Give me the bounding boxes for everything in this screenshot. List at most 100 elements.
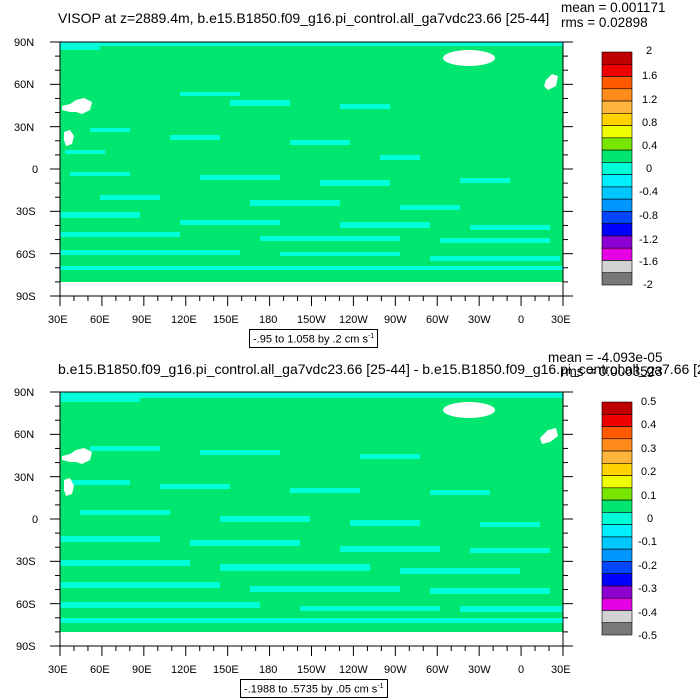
lat-label: 60N (14, 79, 35, 91)
plot-title: b.e15.B1850.f09_g16.pi_control.all_ga7vd… (58, 361, 700, 377)
colorbar-swatch (601, 63, 633, 77)
colorbar-label: -0.1 (638, 536, 657, 548)
colorbar-swatch (601, 113, 633, 126)
lon-label: 0 (518, 314, 525, 326)
colorbar-swatch (601, 573, 633, 587)
colorbar-swatch (601, 499, 633, 513)
colorbar-swatch (601, 272, 633, 286)
lat-label: 0 (32, 514, 39, 526)
colorbar-swatch (601, 413, 633, 427)
colorbar-swatch (601, 186, 633, 200)
axis-ticks (50, 391, 573, 656)
colorbar-swatch (601, 622, 633, 636)
colorbar-swatch (601, 561, 633, 574)
lon-label: 180 (259, 314, 278, 326)
colorbar-swatch (601, 76, 633, 90)
map-panel-top: VISOP at z=2889.4m, b.e15.B1850.f09_g16.… (0, 0, 700, 348)
map-canvas (50, 391, 573, 656)
colorbar-label: -2 (643, 279, 653, 291)
lon-label: 60W (426, 664, 449, 676)
colorbar-label: -0.5 (638, 630, 657, 642)
lon-label: 120E (171, 314, 197, 326)
unit-exponent: -1 (377, 683, 384, 690)
colorbar-swatch (601, 100, 633, 114)
lon-label: 150E (213, 664, 239, 676)
colorbar-label: 0 (646, 163, 653, 175)
colorbar-label: 0.4 (641, 419, 657, 431)
lat-label: 30N (14, 472, 35, 484)
mean-stat: mean = 0.001171 (561, 0, 666, 15)
lat-label: 90S (16, 641, 36, 653)
lon-label: 30E (48, 314, 68, 326)
rms-stat: rms = 0.02898 (561, 15, 648, 30)
contour-info-text: -.1988 to .5735 by .05 cm s (244, 683, 378, 696)
colorbar-swatch (601, 211, 633, 224)
lon-label: 60E (90, 314, 110, 326)
colorbar-label: 1.6 (642, 70, 658, 82)
colorbar-swatch (601, 610, 633, 624)
colorbar-swatch (601, 487, 633, 501)
colorbar-swatch (601, 88, 633, 102)
colorbar-swatch (601, 260, 633, 274)
lon-label: 90E (132, 314, 152, 326)
colorbar-label: -0.2 (638, 560, 657, 572)
lon-label: 60E (90, 664, 110, 676)
colorbar-swatch (601, 149, 633, 163)
lat-label: 30S (16, 206, 36, 218)
lat-label: 90N (14, 37, 35, 49)
colorbar-swatch (601, 51, 633, 65)
colorbar-label: -0.8 (639, 210, 658, 222)
lon-label: 120W (339, 314, 368, 326)
negative-anomaly-patches (60, 42, 563, 270)
colorbar-label: 0.3 (641, 443, 657, 455)
lat-label: 30N (14, 122, 35, 134)
land-mask (60, 50, 563, 296)
colorbar-label: -1.2 (639, 234, 658, 246)
colorbar (601, 51, 633, 286)
colorbar-label: 0.8 (642, 117, 658, 129)
map-panel-bottom: b.e15.B1850.f09_g16.pi_control.all_ga7vd… (0, 350, 700, 698)
colorbar-swatch (601, 235, 633, 249)
colorbar (601, 401, 633, 636)
colorbar-swatch (601, 401, 633, 415)
colorbar-swatch (601, 162, 633, 175)
colorbar-label: 0.5 (641, 396, 657, 408)
colorbar-label: 0.1 (641, 490, 657, 502)
colorbar-swatch (601, 585, 633, 599)
lon-label: 90E (132, 664, 152, 676)
lon-label: 150W (297, 314, 326, 326)
map-canvas (50, 41, 573, 306)
colorbar-label: -0.3 (638, 583, 657, 595)
lat-label: 30S (16, 556, 36, 568)
contour-info-box: -.95 to 1.058 by .2 cm s-1 (249, 329, 379, 348)
colorbar-label: 0.2 (641, 466, 657, 478)
lon-label: 0 (518, 664, 525, 676)
lon-label: 90W (384, 314, 407, 326)
lon-label: 150W (297, 664, 326, 676)
land-mask (60, 402, 563, 646)
colorbar-label: -0.4 (639, 186, 658, 198)
colorbar-label: 2 (646, 45, 653, 57)
lat-label: 0 (32, 164, 39, 176)
colorbar-swatch (601, 524, 633, 538)
colorbar-label: -0.4 (638, 607, 657, 619)
colorbar-swatch (601, 475, 633, 489)
colorbar-label: 0 (647, 513, 654, 525)
colorbar-swatch (601, 174, 633, 188)
axis-ticks (50, 41, 573, 306)
colorbar-swatch (601, 125, 633, 139)
contour-info-box: -.1988 to .5735 by .05 cm s-1 (240, 679, 388, 698)
colorbar-swatch (601, 247, 633, 261)
lat-label: 60S (16, 599, 36, 611)
colorbar-swatch (601, 536, 633, 550)
colorbar-label: 0.4 (642, 140, 658, 152)
lat-label: 60S (16, 249, 36, 261)
colorbar-swatch (601, 223, 633, 237)
colorbar-label: 1.2 (642, 94, 658, 106)
mean-stat: mean = -4.093e-05 (548, 350, 663, 365)
lon-label: 150E (213, 314, 239, 326)
colorbar-swatch (601, 137, 633, 151)
colorbar-label: -1.6 (639, 256, 658, 268)
lat-label: 60N (14, 429, 35, 441)
plot-title: VISOP at z=2889.4m, b.e15.B1850.f09_g16.… (58, 10, 550, 26)
